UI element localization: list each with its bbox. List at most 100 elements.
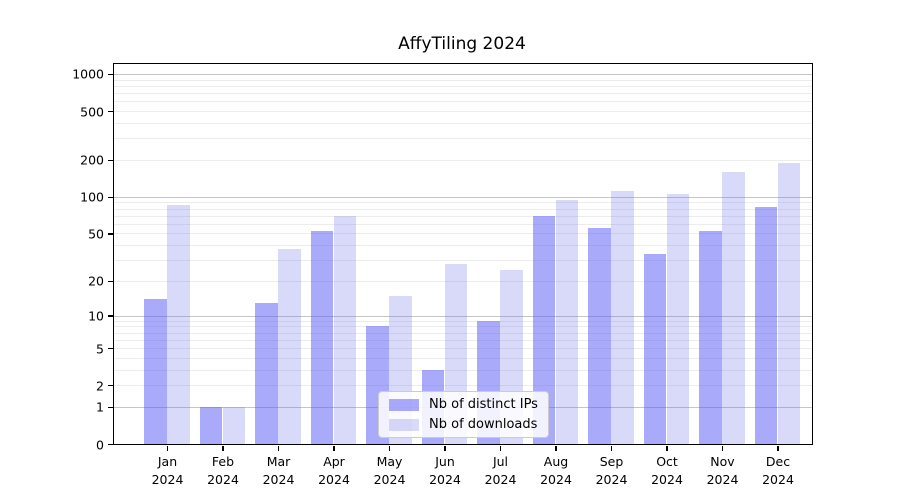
y-tick-mark <box>108 315 113 317</box>
minor-gridline <box>114 332 812 334</box>
x-tick-label: Nov 2024 <box>693 453 753 489</box>
x-tick-mark <box>333 446 335 451</box>
x-tick-month: Jul <box>492 454 509 469</box>
y-tick-mark <box>108 110 113 113</box>
y-tick-mark <box>108 196 113 198</box>
y-tick-mark <box>108 443 113 446</box>
bar-downloads <box>167 205 190 444</box>
bar-distinct-ips <box>144 298 167 444</box>
x-tick-month: Nov <box>710 454 735 469</box>
x-tick-year: 2024 <box>318 472 350 488</box>
minor-gridline <box>114 320 812 322</box>
minor-gridline <box>114 245 812 247</box>
y-tick-label: 10 <box>88 308 104 324</box>
bar-downloads <box>555 199 579 444</box>
x-tick-label: Aug 2024 <box>526 453 586 489</box>
bar-distinct-ips <box>588 228 611 444</box>
x-tick-month: Oct <box>656 454 678 469</box>
x-tick-month: May <box>376 454 403 469</box>
bar-distinct-ips <box>643 253 667 444</box>
x-tick-label: Oct 2024 <box>637 453 697 489</box>
x-tick-label: Dec 2024 <box>748 453 808 489</box>
y-tick-label: 500 <box>80 104 104 120</box>
minor-gridline <box>114 339 812 341</box>
major-gridline <box>114 73 812 75</box>
x-tick-month: Aug <box>543 454 569 469</box>
x-tick-month: Dec <box>765 454 791 469</box>
chart-title: AffyTiling 2024 <box>398 34 526 54</box>
bar-downloads <box>333 215 357 444</box>
minor-gridline <box>114 138 812 140</box>
legend-item: Nb of downloads <box>389 417 538 432</box>
x-tick-month: Feb <box>211 454 235 469</box>
minor-gridline <box>114 101 812 103</box>
y-tick-mark <box>108 73 113 76</box>
y-tick-mark <box>108 347 113 350</box>
y-tick-label: 20 <box>88 273 104 289</box>
minor-gridline <box>114 111 812 113</box>
x-tick-mark <box>166 446 169 451</box>
x-tick-label: Sep 2024 <box>582 453 642 489</box>
x-tick-year: 2024 <box>373 472 406 488</box>
minor-gridline <box>114 280 812 282</box>
x-tick-mark <box>499 446 502 451</box>
x-tick-year: 2024 <box>262 472 295 488</box>
bar-downloads <box>777 162 801 444</box>
x-tick-year: 2024 <box>484 472 517 488</box>
x-tick-label: Mar 2024 <box>249 453 309 489</box>
x-tick-mark <box>555 446 557 451</box>
x-tick-label: Jun 2024 <box>415 453 475 489</box>
legend-item: Nb of distinct IPs <box>389 397 538 412</box>
bar-downloads <box>278 249 301 444</box>
minor-gridline <box>114 85 812 87</box>
x-tick-mark <box>610 446 613 451</box>
x-tick-label: Jan 2024 <box>138 453 198 489</box>
x-tick-year: 2024 <box>762 472 794 488</box>
x-tick-month: Jan <box>157 454 178 469</box>
legend-label: Nb of downloads <box>429 417 538 432</box>
y-tick-mark <box>108 406 113 409</box>
y-tick-label: 2 <box>96 378 104 394</box>
minor-gridline <box>114 223 812 225</box>
bar-downloads <box>222 406 246 444</box>
x-tick-month: Apr <box>323 454 345 469</box>
y-tick-mark <box>108 233 113 235</box>
minor-gridline <box>114 159 812 161</box>
x-tick-month: Sep <box>599 454 624 469</box>
bar-distinct-ips <box>532 215 556 444</box>
x-tick-mark <box>222 446 224 451</box>
x-tick-label: Apr 2024 <box>304 453 364 489</box>
legend-swatch <box>389 418 419 431</box>
y-tick-label: 0 <box>96 437 104 452</box>
minor-gridline <box>114 215 812 217</box>
minor-gridline <box>114 326 812 328</box>
x-tick-year: 2024 <box>595 472 628 488</box>
legend-label: Nb of distinct IPs <box>429 397 538 412</box>
x-tick-mark <box>277 446 280 451</box>
y-tick-mark <box>108 159 113 162</box>
minor-gridline <box>114 202 812 204</box>
x-tick-year: 2024 <box>651 472 683 488</box>
y-tick-label: 200 <box>80 152 104 168</box>
y-tick-label: 50 <box>88 226 104 242</box>
x-tick-year: 2024 <box>706 472 739 488</box>
y-tick-label: 5 <box>96 341 104 357</box>
minor-gridline <box>114 122 812 124</box>
x-tick-label: Jul 2024 <box>471 453 531 489</box>
minor-gridline <box>114 369 812 371</box>
bar-distinct-ips <box>310 231 334 444</box>
minor-gridline <box>114 357 812 359</box>
minor-gridline <box>114 79 812 81</box>
y-tick-label: 1000 <box>72 66 104 82</box>
bar-distinct-ips <box>199 406 223 444</box>
y-tick-label: 100 <box>80 189 104 205</box>
x-tick-mark <box>666 446 668 451</box>
legend-swatch <box>389 398 419 411</box>
plot-area <box>113 63 813 445</box>
x-tick-mark <box>721 446 724 451</box>
minor-gridline <box>114 348 812 350</box>
bar-distinct-ips <box>255 302 278 444</box>
bar-distinct-ips <box>754 207 778 444</box>
y-tick-label: 1 <box>96 399 104 415</box>
